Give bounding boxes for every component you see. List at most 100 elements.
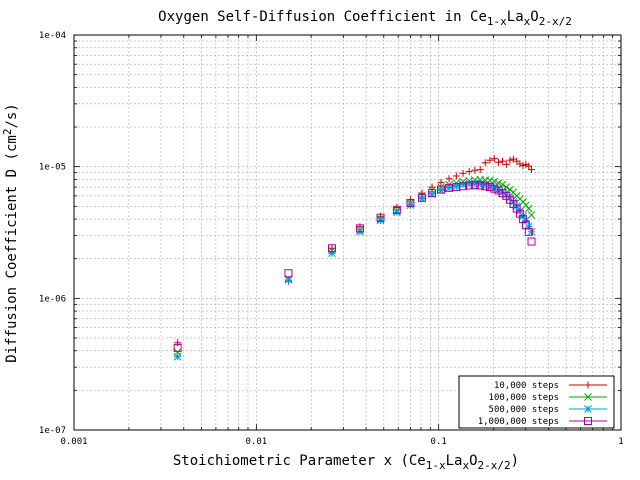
data-point	[406, 198, 415, 207]
marker-stroke	[584, 417, 592, 425]
marker-stroke	[392, 205, 401, 214]
chart-title-mid1: La	[507, 9, 524, 25]
legend-label: 10,000 steps	[494, 381, 559, 391]
chart-title-mid2: O	[530, 9, 538, 25]
data-point	[459, 169, 467, 177]
x-tick-label: 0.001	[60, 437, 87, 447]
data-point	[173, 343, 182, 352]
chart-title-sub1: 1-x	[487, 15, 507, 28]
grid-lines	[74, 35, 621, 430]
chart-title-sub3: 2-x/2	[539, 15, 572, 28]
data-point	[445, 175, 453, 183]
data-point	[376, 213, 385, 222]
marker-stroke	[428, 186, 436, 195]
data-point	[516, 160, 524, 168]
legend-marker	[584, 405, 592, 413]
data-point	[174, 339, 182, 347]
data-point	[393, 208, 401, 217]
y-axis-label-sup: 2	[1, 129, 14, 136]
data-point	[481, 182, 490, 191]
data-point	[284, 269, 293, 278]
marker-stroke	[406, 201, 415, 210]
x-axis-label: Stoichiometric Parameter x (Ce1-xLaxO2-x…	[173, 453, 519, 472]
x-axis-label-sub2: x	[462, 459, 469, 472]
data-point	[406, 201, 415, 210]
marker-stroke	[584, 393, 592, 401]
plot-frame	[73, 34, 622, 431]
data-point	[476, 166, 484, 174]
data-point	[499, 157, 507, 165]
x-axis-label-mid1: La	[446, 453, 463, 469]
data-point	[173, 352, 182, 361]
legend-item-3: 500,000 steps	[489, 405, 607, 415]
data-point	[506, 156, 514, 164]
marker-stroke	[476, 181, 485, 190]
y-tick-label: 1e-05	[39, 163, 66, 173]
y-tick-label: 1e-06	[39, 294, 66, 304]
x-axis-label-sub1: 1-x	[426, 459, 446, 472]
marker-stroke	[355, 224, 364, 233]
marker-stroke	[509, 188, 518, 197]
data-point	[428, 189, 437, 198]
marker-stroke	[465, 181, 474, 190]
legend-marker	[584, 381, 592, 389]
data-point	[524, 227, 533, 236]
x-tick-label: 1	[618, 437, 623, 447]
data-point	[284, 276, 293, 284]
data-point	[459, 182, 468, 191]
marker-stroke	[524, 204, 533, 213]
y-axis-label-main: Diffusion Coefficient D (cm	[4, 135, 20, 363]
legend-label: 100,000 steps	[489, 393, 559, 403]
legend-item-4: 1,000,000 steps	[478, 417, 607, 427]
legend-marker	[584, 417, 592, 425]
data-point	[519, 162, 527, 170]
series-4	[173, 181, 536, 352]
data-point	[376, 216, 385, 225]
data-point	[524, 204, 533, 213]
marker-stroke	[173, 352, 182, 361]
axis-ticks	[73, 35, 621, 431]
data-point	[452, 172, 460, 180]
y-axis-label: Diffusion Coefficient D (cm2/s)	[1, 103, 20, 363]
chart-title-main: Oxygen Self-Diffusion Coefficient in Ce	[158, 9, 487, 25]
data-point	[355, 224, 364, 233]
y-tick-label: 1e-07	[39, 426, 66, 436]
marker-stroke	[393, 208, 401, 217]
x-axis-label-sub3: 2-x/2	[478, 459, 511, 472]
marker-stroke	[445, 184, 453, 192]
y-tick-label: 1e-04	[39, 31, 66, 41]
marker-stroke	[173, 343, 182, 352]
x-axis-label-main: Stoichiometric Parameter x (Ce	[173, 453, 426, 469]
data-point	[527, 227, 536, 236]
legend: 10,000 steps 100,000 steps 500,000 steps 1,…	[458, 375, 615, 429]
data-point	[481, 159, 489, 167]
axis-tick-labels: 0.001 0.01 0.1 1 1e-07 1e-06 1e-05 1e-04	[39, 31, 624, 447]
data-point	[527, 237, 536, 246]
marker-stroke	[327, 244, 336, 253]
x-tick-label: 0.1	[431, 437, 447, 447]
marker-stroke	[524, 227, 533, 236]
legend-marker	[584, 393, 592, 401]
x-axis-label-mid2: O	[469, 453, 477, 469]
data-point	[328, 249, 336, 258]
marker-stroke	[328, 249, 336, 258]
marker-stroke	[406, 198, 415, 207]
data-point	[437, 185, 446, 194]
data-point	[428, 186, 436, 195]
data-point	[476, 181, 485, 190]
marker-stroke	[428, 189, 437, 198]
data-point	[528, 166, 536, 174]
data-points	[173, 155, 536, 361]
marker-stroke	[584, 405, 592, 413]
data-point	[490, 155, 498, 163]
data-point	[445, 184, 453, 192]
marker-stroke	[485, 183, 494, 192]
marker-stroke	[376, 216, 385, 225]
data-point	[525, 162, 533, 170]
data-point	[471, 166, 479, 174]
marker-stroke	[459, 182, 468, 191]
marker-stroke	[284, 276, 293, 284]
data-point	[327, 244, 336, 253]
data-point	[392, 205, 401, 214]
marker-stroke	[417, 193, 426, 202]
